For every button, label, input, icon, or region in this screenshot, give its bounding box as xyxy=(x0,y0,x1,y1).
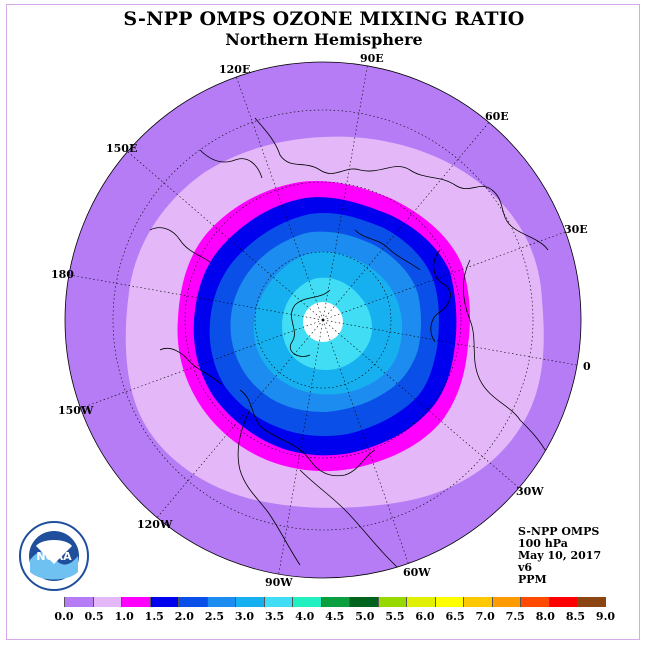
meridians xyxy=(65,62,581,578)
figure-frame xyxy=(6,4,640,640)
colorbar-swatch xyxy=(463,597,492,607)
colorbar-tick-label: 1.0 xyxy=(114,610,134,623)
map-subtitle: Northern Hemisphere xyxy=(225,30,423,49)
lon-label-0: 0 xyxy=(583,360,591,373)
colorbar-tick-label: 4.5 xyxy=(325,610,345,623)
colorbar-tick-label: 0.0 xyxy=(54,610,74,623)
info-version: v6 xyxy=(518,561,533,574)
colorbar-tick-label: 0.5 xyxy=(84,610,104,623)
colorbar-swatch xyxy=(434,597,463,607)
lon-label-90w: 90W xyxy=(265,576,293,589)
lon-label-60e: 60E xyxy=(485,110,509,123)
polar-no-data xyxy=(303,302,343,342)
colorbar-tick-label: 5.5 xyxy=(385,610,405,623)
colorbar-tick-label: 5.0 xyxy=(355,610,375,623)
colorbar-swatch xyxy=(92,597,121,607)
colorbar-tick-label: 7.5 xyxy=(505,610,525,623)
colorbar-tick-label: 3.5 xyxy=(265,610,285,623)
colorbar-tick-label: 1.5 xyxy=(144,610,164,623)
colorbar-swatch xyxy=(178,597,207,607)
colorbar-swatch xyxy=(320,597,349,607)
lon-label-150w: 150W xyxy=(58,404,94,417)
colorbar-swatch xyxy=(548,597,577,607)
colorbar-swatch xyxy=(235,597,264,607)
colorbar-swatch xyxy=(520,597,549,607)
lon-label-120w: 120W xyxy=(137,518,173,531)
colorbar-tick-label: 8.0 xyxy=(535,610,555,623)
colorbar-swatch xyxy=(121,597,150,607)
colorbar-tick-label: 8.5 xyxy=(565,610,585,623)
map-boundary xyxy=(64,61,582,579)
colorbar-tick-label: 9.0 xyxy=(595,610,616,623)
lon-label-60w: 60W xyxy=(403,566,431,579)
colorbar-tick-label: 4.0 xyxy=(295,610,315,623)
colorbar-swatch xyxy=(206,597,235,607)
info-date: May 10, 2017 xyxy=(518,549,602,562)
colorbar-tick-label: 2.0 xyxy=(174,610,194,623)
map-title: S-NPP OMPS OZONE MIXING RATIO xyxy=(123,8,525,30)
colorbar xyxy=(64,597,606,607)
noaa-logo-icon: NOAA xyxy=(19,521,89,591)
colorbar-swatch xyxy=(292,597,321,607)
lon-label-30e: 30E xyxy=(564,223,588,236)
colorbar-tick-label: 2.5 xyxy=(204,610,224,623)
latitude-circles xyxy=(112,109,534,531)
product-info: S-NPP OMPS 100 hPa May 10, 2017 v6 PPM xyxy=(518,526,601,586)
info-instrument: S-NPP OMPS xyxy=(518,525,600,538)
colorbar-tick-label: 7.0 xyxy=(475,610,495,623)
info-units: PPM xyxy=(518,573,547,586)
colorbar-swatch xyxy=(64,597,93,607)
lon-label-30w: 30W xyxy=(516,485,544,498)
colorbar-swatch xyxy=(263,597,292,607)
colorbar-tick-label: 3.0 xyxy=(234,610,255,623)
colorbar-swatch xyxy=(149,597,178,607)
coastlines xyxy=(149,117,549,578)
lon-label-120e: 120E xyxy=(219,63,250,76)
colorbar-swatch xyxy=(491,597,520,607)
colorbar-swatch xyxy=(577,597,606,607)
colorbar-tick-label: 6.0 xyxy=(415,610,435,623)
colorbar-swatch xyxy=(406,597,435,607)
colorbar-swatch xyxy=(377,597,406,607)
lon-label-150e: 150E xyxy=(106,142,137,155)
noaa-logo-text: NOAA xyxy=(36,550,72,563)
info-level: 100 hPa xyxy=(518,537,568,550)
lon-label-180: 180 xyxy=(51,268,74,281)
colorbar-tick-label: 6.5 xyxy=(445,610,465,623)
lon-label-90e: 90E xyxy=(360,52,384,65)
colorbar-swatch xyxy=(349,597,378,607)
